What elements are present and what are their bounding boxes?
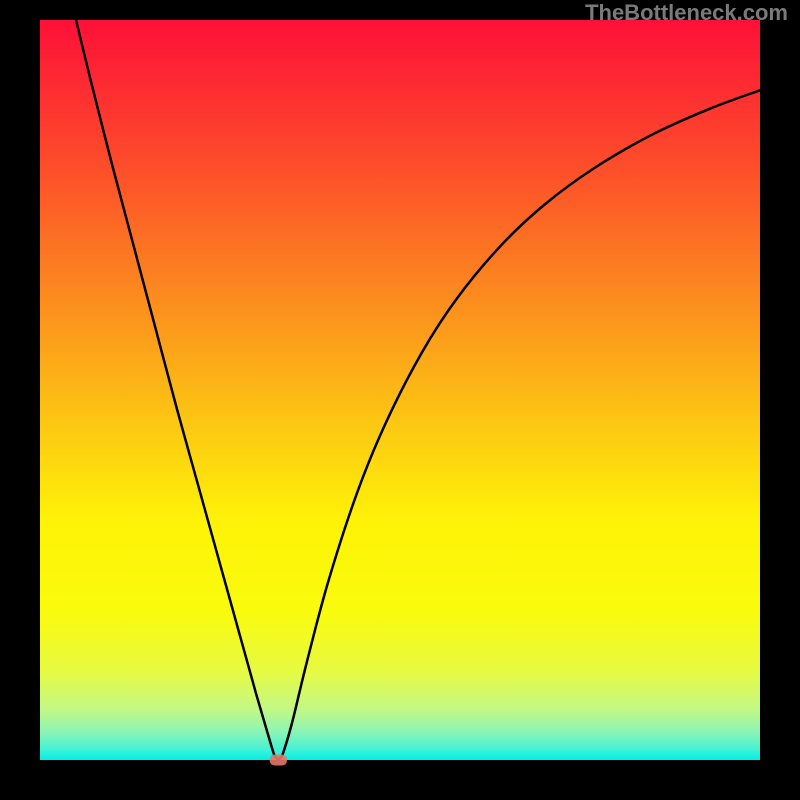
- chart-container: TheBottleneck.com: [0, 0, 800, 800]
- watermark-text: TheBottleneck.com: [585, 0, 788, 26]
- plot-background-gradient: [40, 20, 760, 760]
- bottleneck-curve-chart: [0, 0, 800, 800]
- optimal-point-marker: [270, 754, 287, 765]
